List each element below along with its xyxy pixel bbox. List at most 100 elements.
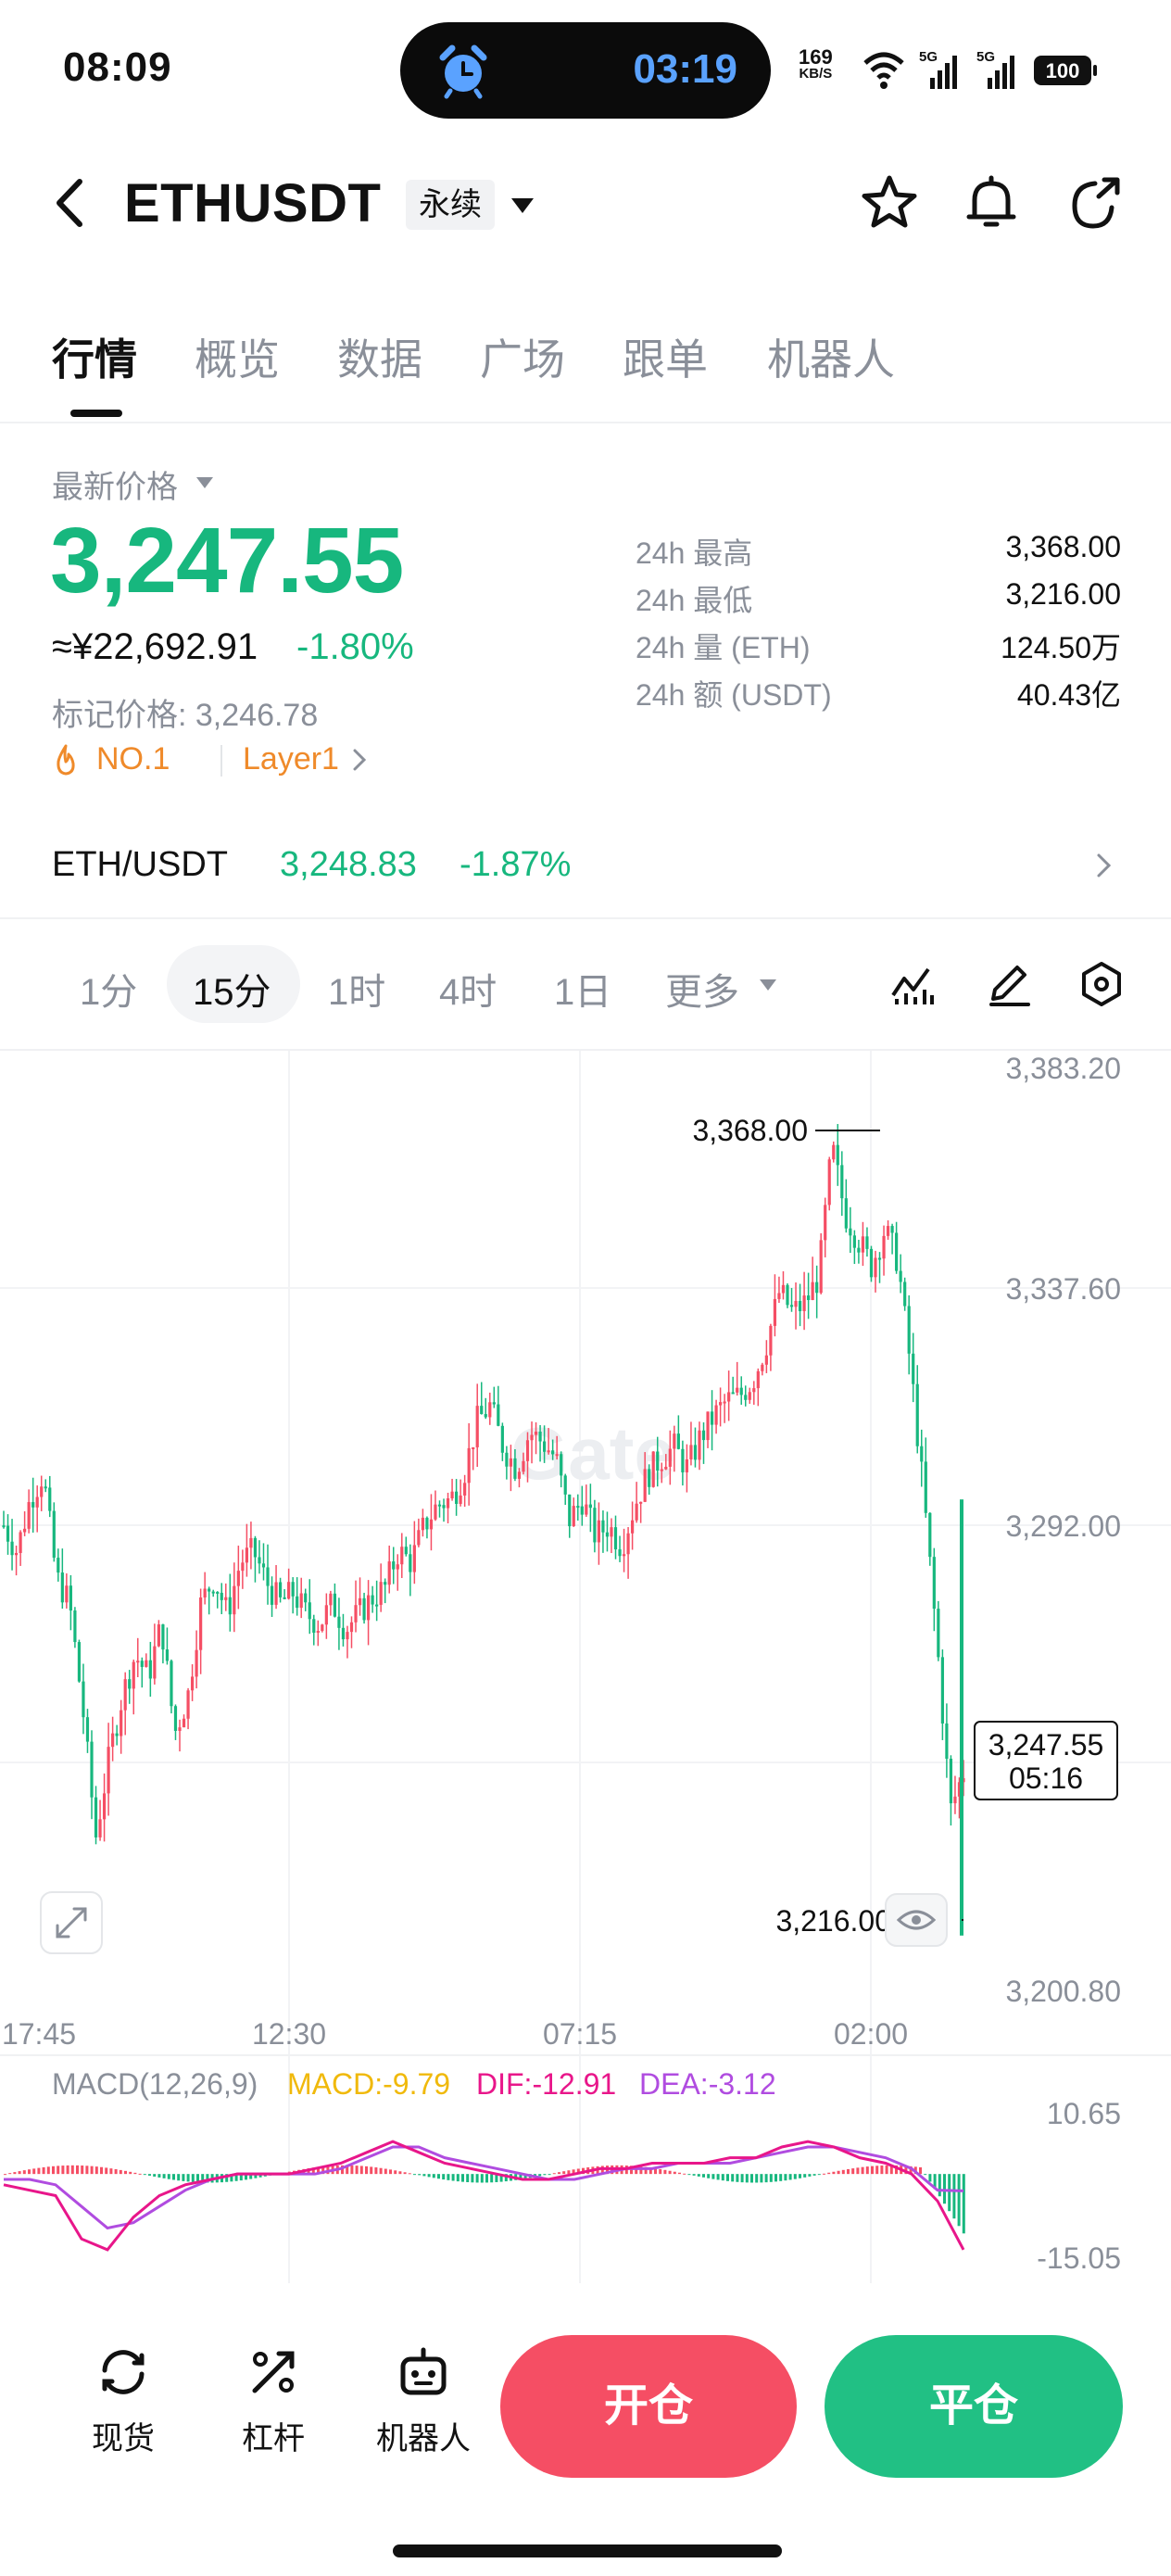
candle bbox=[622, 1528, 626, 1572]
macd-bar bbox=[167, 2174, 170, 2179]
candle bbox=[52, 1502, 56, 1562]
macd-bar bbox=[938, 2174, 941, 2197]
settings-hexagon-icon[interactable] bbox=[1077, 958, 1127, 1010]
candle bbox=[953, 1775, 957, 1814]
candle bbox=[542, 1425, 547, 1463]
tab-copy-trading[interactable]: 跟单 bbox=[623, 335, 708, 384]
candle bbox=[358, 1577, 362, 1616]
contract-type-badge[interactable]: 永续 bbox=[406, 180, 495, 230]
macd-bar bbox=[543, 2174, 547, 2176]
interval-1d[interactable]: 1日 bbox=[554, 972, 612, 1013]
macd-bar bbox=[957, 2174, 961, 2227]
candle bbox=[94, 1786, 98, 1845]
star-icon[interactable] bbox=[858, 170, 921, 235]
candle bbox=[283, 1589, 286, 1599]
candle bbox=[211, 1589, 215, 1597]
pair-title: ETHUSDT bbox=[124, 173, 382, 234]
macd-bar bbox=[851, 2168, 855, 2175]
candle bbox=[220, 1583, 223, 1614]
candle bbox=[744, 1385, 748, 1407]
macd-bar bbox=[42, 2166, 45, 2175]
macd-bar bbox=[480, 2174, 484, 2183]
caret-down-icon[interactable] bbox=[510, 195, 535, 217]
open-position-button[interactable]: 开仓 bbox=[500, 2335, 797, 2478]
candle bbox=[811, 1256, 814, 1301]
macd-bar bbox=[504, 2174, 508, 2182]
macd-bar bbox=[856, 2167, 860, 2175]
macd-bar bbox=[109, 2168, 113, 2175]
fullscreen-button[interactable] bbox=[40, 1891, 103, 1954]
macd-bar bbox=[206, 2174, 209, 2183]
macd-bar bbox=[745, 2174, 749, 2183]
dynamic-island[interactable]: 03:19 bbox=[400, 22, 771, 119]
interval-1m[interactable]: 1分 bbox=[80, 972, 138, 1013]
candle bbox=[827, 1156, 831, 1211]
close-position-button[interactable]: 平仓 bbox=[825, 2335, 1123, 2478]
macd-bar bbox=[422, 2174, 426, 2177]
candle bbox=[701, 1422, 706, 1464]
candlestick-chart[interactable]: Gate 3,383.20 3,337.60 3,292.00 3,200.80… bbox=[0, 1051, 1171, 2283]
caret-down-icon[interactable] bbox=[195, 474, 215, 491]
macd-bar bbox=[143, 2174, 146, 2176]
back-button[interactable] bbox=[46, 170, 98, 235]
tab-bot[interactable]: 机器人 bbox=[767, 335, 895, 384]
mark-price: 标记价格: 3,246.78 bbox=[52, 698, 319, 733]
macd-bar bbox=[13, 2172, 17, 2175]
candle bbox=[425, 1516, 429, 1539]
tab-square[interactable]: 广场 bbox=[480, 335, 565, 384]
macd-bar bbox=[153, 2174, 157, 2177]
nav-spot[interactable]: 现货 bbox=[63, 2344, 183, 2458]
tab-overview[interactable]: 概览 bbox=[195, 335, 280, 384]
macd-bar bbox=[793, 2174, 797, 2179]
candle bbox=[673, 1425, 676, 1472]
interval-4h[interactable]: 4时 bbox=[439, 972, 497, 1013]
macd-bar bbox=[832, 2171, 836, 2175]
interval-1h[interactable]: 1时 bbox=[328, 972, 386, 1013]
island-timer: 03:19 bbox=[633, 46, 737, 92]
stat-label-high: 24h 最高 bbox=[636, 537, 753, 570]
macd-bar bbox=[740, 2174, 744, 2183]
macd-bar bbox=[861, 2166, 864, 2175]
divider bbox=[0, 1049, 1171, 1051]
candle bbox=[136, 1637, 140, 1677]
stat-value-volume: 124.50万 bbox=[1001, 631, 1121, 664]
macd-tick-label: 10.65 bbox=[1047, 2097, 1121, 2130]
share-icon[interactable] bbox=[1064, 170, 1127, 235]
macd-bar bbox=[22, 2170, 26, 2175]
indicator-icon[interactable] bbox=[888, 958, 938, 1010]
candle bbox=[2, 1510, 6, 1529]
visibility-toggle[interactable] bbox=[885, 1893, 948, 1947]
candle bbox=[794, 1282, 798, 1330]
tab-data[interactable]: 数据 bbox=[337, 335, 422, 384]
caret-down-icon[interactable] bbox=[758, 977, 778, 993]
chevron-right-icon[interactable] bbox=[350, 747, 369, 773]
candle bbox=[57, 1548, 60, 1582]
interval-15m[interactable]: 15分 bbox=[193, 972, 271, 1013]
macd-bar bbox=[678, 2172, 681, 2175]
macd-bar bbox=[576, 2168, 580, 2175]
candle bbox=[832, 1141, 836, 1163]
draw-icon[interactable] bbox=[984, 958, 1034, 1010]
macd-bar bbox=[225, 2174, 229, 2182]
home-indicator[interactable] bbox=[393, 2544, 782, 2557]
macd-bar bbox=[4, 2174, 6, 2176]
candle bbox=[723, 1394, 726, 1423]
tab-market[interactable]: 行情 bbox=[52, 335, 137, 384]
layer-tag[interactable]: Layer1 bbox=[243, 741, 339, 777]
nav-bot[interactable]: 机器人 bbox=[363, 2344, 484, 2458]
candle bbox=[773, 1274, 777, 1337]
candle bbox=[245, 1523, 248, 1577]
candle bbox=[869, 1245, 874, 1282]
candle bbox=[173, 1704, 178, 1740]
chevron-right-icon[interactable] bbox=[1093, 851, 1114, 880]
interval-more[interactable]: 更多 bbox=[665, 972, 739, 1013]
candle bbox=[605, 1511, 610, 1552]
rank-badge[interactable]: NO.1 bbox=[96, 741, 170, 777]
macd-bar bbox=[904, 2166, 908, 2175]
candle bbox=[60, 1548, 64, 1610]
nav-margin[interactable]: 杠杆 bbox=[213, 2344, 334, 2458]
bell-icon[interactable] bbox=[960, 170, 1023, 235]
last-price-label[interactable]: 最新价格 bbox=[52, 470, 178, 505]
candle bbox=[484, 1397, 487, 1420]
x-axis: 17:45 12:30 07:15 02:00 bbox=[2, 2017, 908, 2051]
